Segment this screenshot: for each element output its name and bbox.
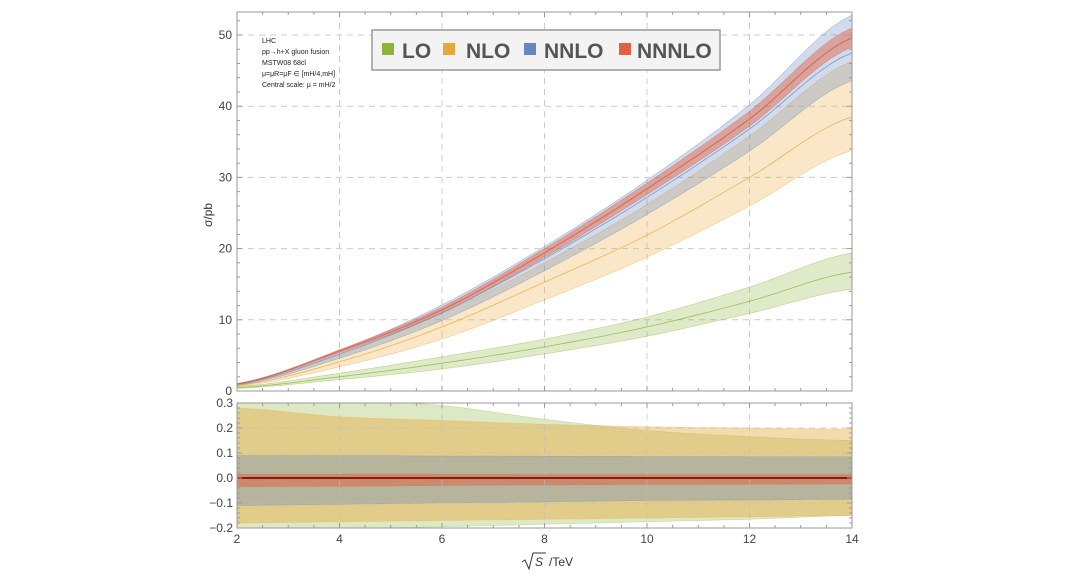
- y-tick-label: 0: [225, 384, 232, 398]
- central-line-nlo: [237, 116, 852, 387]
- ratio-grid: [237, 403, 852, 528]
- y-tick-label: 40: [219, 99, 233, 113]
- x-axis-label-root: S: [535, 555, 543, 569]
- x-axis-label: S /TeV: [521, 552, 573, 571]
- legend-label-nlo: NLO: [466, 40, 510, 63]
- x-axis-label-unit: /TeV: [549, 555, 573, 569]
- annotation-line: μ=μR=μF ∈ [mH/4,mH]: [262, 71, 335, 78]
- sqrt-sign: [521, 552, 546, 571]
- annotation-line: Central scale: μ = mH/2: [262, 82, 336, 89]
- y-tick-label: 50: [219, 28, 233, 42]
- legend-label-nnnlo: NNNLO: [637, 40, 712, 63]
- annotation-line: LHC: [262, 38, 276, 45]
- x-tick-labels: 2 4 6 8 10 12 14: [234, 532, 859, 546]
- main-y-tick-labels: 0 10 20 30 40 50: [219, 28, 233, 398]
- legend-swatch-lo: [382, 43, 394, 55]
- annotation-line: MSTW08 68cl: [262, 60, 306, 67]
- ratio-y-tick-label: 0.3: [216, 396, 233, 410]
- x-tick-label: 8: [541, 532, 548, 546]
- ratio-bands: [237, 403, 852, 528]
- x-tick-label: 12: [743, 532, 757, 546]
- ratio-y-tick-label: 0.0: [216, 471, 233, 485]
- x-tick-label: 2: [234, 532, 241, 546]
- central-line-nnnlo: [237, 37, 852, 385]
- ratio-ticks: [236, 402, 853, 529]
- band-nlo: [237, 60, 852, 387]
- band-lo: [237, 252, 852, 389]
- legend-swatch-nnnlo: [619, 43, 631, 55]
- x-tick-label: 6: [439, 532, 446, 546]
- y-tick-label: 30: [219, 170, 233, 184]
- legend: LO NLO NNLO NNNLO: [371, 29, 721, 71]
- annotation-line: pp→h+X gluon fusion: [262, 49, 329, 56]
- ratio-y-tick-label: −0.1: [209, 496, 233, 510]
- central-line-nnlo: [237, 52, 852, 385]
- x-tick-label: 14: [845, 532, 859, 546]
- ratio-y-tick-label: −0.2: [209, 521, 233, 535]
- main-grid: [237, 12, 852, 391]
- main-bands: [237, 14, 852, 389]
- annotation-block: LHC pp→h+X gluon fusion MSTW08 68cl μ=μR…: [262, 38, 336, 89]
- main-ticks: [236, 12, 853, 392]
- x-tick-label: 10: [640, 532, 654, 546]
- ratio-y-tick-labels: −0.2 −0.1 0.0 0.1 0.2 0.3: [209, 396, 233, 535]
- main-panel: 0 10 20 30 40 50 σ/pb LHC pp→h+X gluon fusion…: [201, 11, 853, 398]
- legend-label-lo: LO: [402, 40, 431, 63]
- y-tick-label: 20: [219, 242, 233, 256]
- ratio-y-tick-label: 0.2: [216, 421, 233, 435]
- ratio-band-lo: [237, 403, 852, 528]
- legend-box: [371, 29, 721, 71]
- x-tick-label: 4: [336, 532, 343, 546]
- ratio-y-tick-label: 0.1: [216, 446, 233, 460]
- ratio-band-nlo: [237, 407, 852, 524]
- legend-swatch-nnlo: [524, 43, 536, 55]
- legend-label-nnlo: NNLO: [544, 40, 604, 63]
- band-nnlo: [237, 14, 852, 386]
- ratio-panel: −0.2 −0.1 0.0 0.1 0.2 0.3 2 4 6 8 10 12 14: [209, 396, 859, 546]
- central-line-lo: [237, 271, 852, 389]
- legend-swatch-nlo: [443, 43, 455, 55]
- y-tick-label: 10: [219, 313, 233, 327]
- y-axis-label: σ/pb: [201, 203, 215, 227]
